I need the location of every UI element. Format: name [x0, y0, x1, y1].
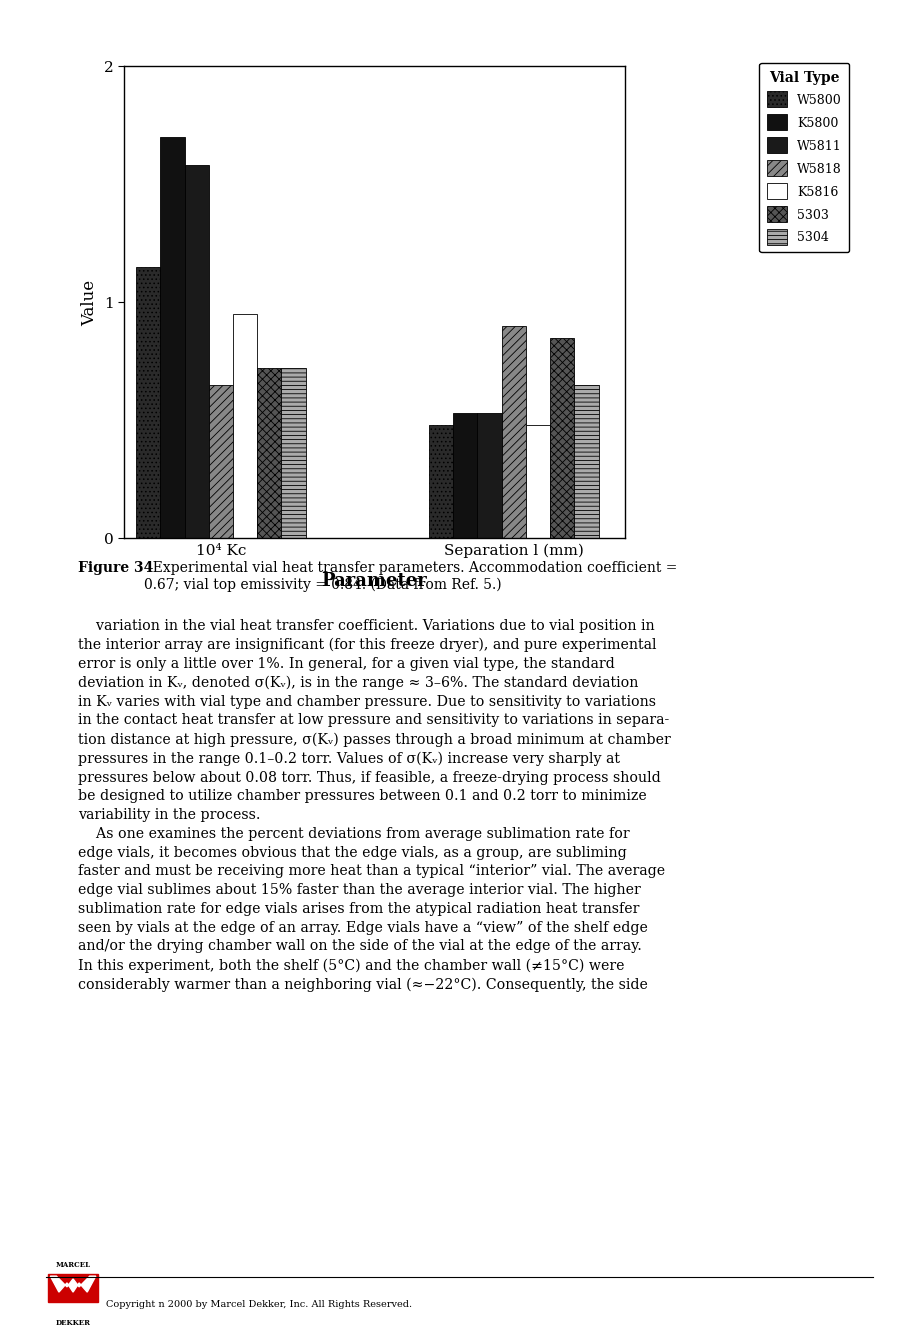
Bar: [550, 338, 574, 539]
Polygon shape: [51, 1277, 96, 1293]
Text: Experimental vial heat transfer parameters. Accommodation coefficient =
0.67; vi: Experimental vial heat transfer paramete…: [144, 561, 677, 592]
Text: MARCEL: MARCEL: [55, 1260, 91, 1269]
Bar: [48, 1274, 98, 1302]
X-axis label: Parameter: Parameter: [322, 572, 427, 589]
Bar: [477, 414, 502, 539]
Bar: [185, 166, 209, 539]
Text: DEKKER: DEKKER: [55, 1319, 91, 1327]
Bar: [429, 426, 453, 539]
Y-axis label: Value: Value: [82, 279, 98, 326]
Bar: [209, 386, 233, 539]
Text: Copyright n 2000 by Marcel Dekker, Inc. All Rights Reserved.: Copyright n 2000 by Marcel Dekker, Inc. …: [106, 1299, 412, 1309]
Legend: W5800, K5800, W5811, W5818, K5816, 5303, 5304: W5800, K5800, W5811, W5818, K5816, 5303,…: [759, 64, 849, 253]
Bar: [257, 368, 281, 539]
Bar: [161, 137, 185, 539]
Bar: [453, 414, 477, 539]
Bar: [502, 326, 526, 539]
Bar: [281, 368, 306, 539]
Text: variation in the vial heat transfer coefficient. Variations due to vial position: variation in the vial heat transfer coef…: [78, 618, 671, 992]
Bar: [526, 426, 550, 539]
Text: Figure 34: Figure 34: [78, 561, 153, 576]
Bar: [574, 386, 598, 539]
Bar: [136, 267, 161, 539]
Bar: [233, 314, 257, 539]
